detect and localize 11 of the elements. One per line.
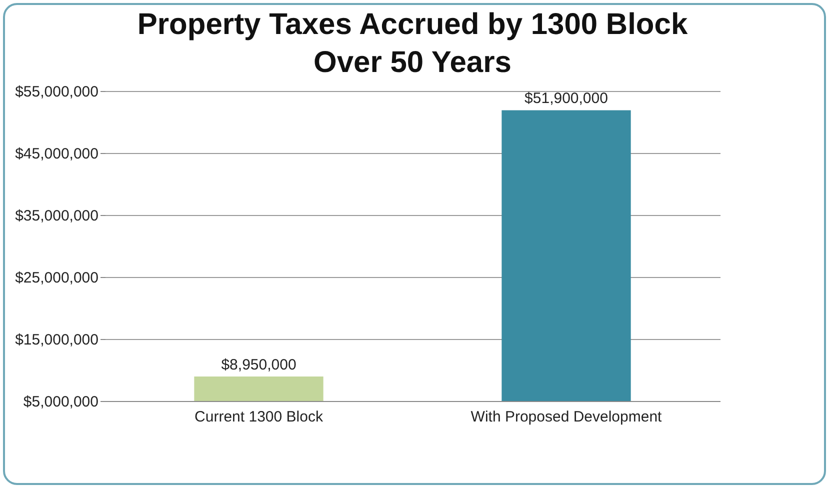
y-tick-label: $25,000,000 (15, 270, 98, 286)
x-tick-label: Current 1300 Block (194, 408, 324, 426)
y-tick-label: $35,000,000 (15, 208, 98, 224)
data-label: $51,900,000 (524, 90, 608, 108)
y-tick-label: $5,000,000 (23, 394, 98, 410)
y-tick-label: $15,000,000 (15, 332, 98, 348)
x-tick-label: With Proposed Development (470, 408, 663, 426)
data-label: $8,950,000 (221, 356, 296, 374)
chart-title: Property Taxes Accrued by 1300 Block Over 50 Years (137, 8, 688, 79)
y-tick-label: $45,000,000 (15, 146, 98, 162)
y-tick-label: $55,000,000 (15, 84, 98, 100)
